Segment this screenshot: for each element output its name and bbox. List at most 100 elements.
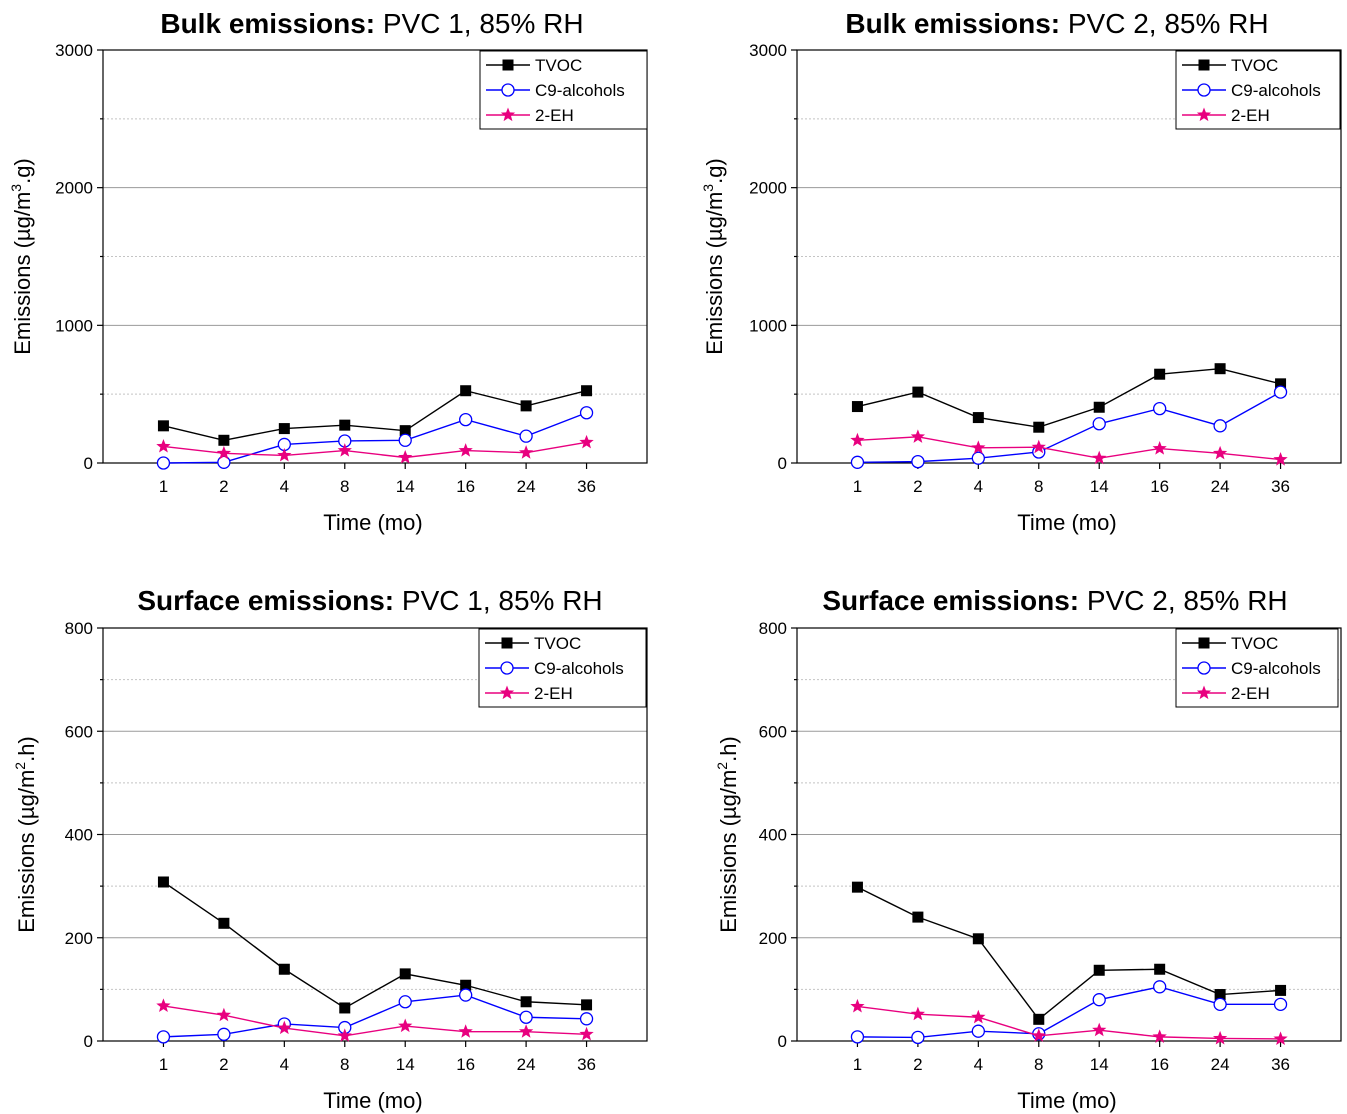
legend-label: 2-EH (1231, 106, 1270, 125)
data-point (911, 1030, 925, 1045)
data-point (971, 1024, 985, 1038)
legend-label: TVOC (534, 634, 581, 653)
x-tick-label: 2 (913, 1055, 922, 1074)
series-tvoc (851, 363, 1287, 433)
legend-marker (501, 83, 515, 97)
x-tick-label: 4 (974, 477, 983, 496)
data-point (971, 440, 986, 454)
series-line (163, 389, 587, 442)
x-axis-label: Time (mo) (323, 1088, 422, 1113)
data-point (850, 455, 865, 469)
data-point (1214, 989, 1226, 1001)
legend-label: C9-alcohols (1231, 81, 1321, 100)
data-point (156, 1030, 171, 1044)
legend-label: 2-EH (1231, 684, 1270, 703)
x-tick-label: 16 (456, 1055, 475, 1074)
series-line (857, 986, 1281, 1039)
x-axis-label: Time (mo) (1017, 510, 1116, 535)
y-tick-label: 600 (759, 722, 787, 741)
data-point (459, 412, 473, 427)
data-point (218, 917, 230, 929)
series-tvoc (157, 876, 593, 1014)
legend-label: 2-EH (534, 684, 573, 703)
data-point (339, 419, 351, 431)
x-tick-label: 36 (1271, 1055, 1290, 1074)
data-point (911, 454, 925, 469)
data-point (581, 999, 593, 1011)
data-point (458, 443, 473, 457)
x-tick-label: 2 (219, 477, 228, 496)
series-line (857, 436, 1281, 461)
legend-marker (499, 685, 515, 700)
series-c9-alcohols (850, 980, 1288, 1045)
data-point (398, 433, 412, 447)
data-point (1275, 378, 1287, 390)
y-tick-label: 3000 (749, 41, 787, 60)
series-2-eh (850, 429, 1288, 466)
legend-marker (502, 59, 514, 71)
x-tick-label: 36 (1271, 477, 1290, 496)
legend-marker (1198, 59, 1210, 71)
chart-title: Surface emissions: PVC 1, 85% RH (137, 585, 602, 616)
data-point (157, 420, 169, 432)
x-tick-label: 24 (1211, 477, 1230, 496)
data-point (339, 1002, 351, 1014)
data-point (520, 400, 532, 412)
y-tick-label: 800 (759, 619, 787, 638)
x-axis-label: Time (mo) (1017, 1088, 1116, 1113)
data-point (1152, 1029, 1167, 1043)
series-line (163, 441, 587, 459)
y-tick-label: 200 (65, 929, 93, 948)
x-tick-label: 1 (853, 477, 862, 496)
data-point (337, 1028, 352, 1042)
series-tvoc (851, 881, 1287, 1025)
data-point (398, 1018, 413, 1033)
data-point (579, 1026, 594, 1041)
y-tick-label: 2000 (55, 179, 93, 198)
data-point (851, 881, 863, 893)
data-point (216, 445, 232, 460)
x-tick-label: 14 (1090, 1055, 1109, 1074)
legend-label: TVOC (1231, 634, 1278, 653)
x-tick-label: 1 (853, 1055, 862, 1074)
data-point (972, 933, 984, 945)
data-point (850, 998, 865, 1013)
data-point (1033, 421, 1045, 433)
data-point (579, 406, 594, 420)
data-point (1153, 980, 1167, 994)
legend-marker (501, 637, 513, 649)
legend-label: C9-alcohols (534, 659, 624, 678)
data-point (278, 423, 290, 435)
legend-marker (1197, 83, 1211, 97)
x-tick-label: 2 (913, 477, 922, 496)
data-point (277, 1020, 292, 1035)
x-tick-label: 1 (159, 477, 168, 496)
series-2-eh (156, 434, 594, 464)
y-tick-label: 600 (65, 722, 93, 741)
data-point (277, 447, 292, 462)
series-line (163, 994, 587, 1038)
y-axis-label: Emissions (µg/m3.g) (8, 158, 35, 355)
data-point (156, 998, 171, 1012)
y-axis-label: Emissions (µg/m2.h) (714, 736, 741, 933)
x-tick-label: 4 (280, 1055, 289, 1074)
x-tick-label: 16 (456, 477, 475, 496)
data-point (337, 443, 352, 457)
data-point (1154, 963, 1166, 975)
legend-marker (500, 107, 516, 122)
series-line (163, 1005, 587, 1037)
data-point (579, 1012, 594, 1026)
x-axis-label: Time (mo) (323, 510, 422, 535)
data-point (1273, 1031, 1288, 1045)
y-axis-label: Emissions (µg/m2.h) (12, 736, 39, 933)
x-tick-label: 16 (1150, 477, 1169, 496)
data-point (1092, 1022, 1107, 1037)
legend: TVOC C9-alcohols 2-EH (1175, 50, 1341, 130)
data-point (519, 1010, 533, 1024)
data-point (217, 1027, 231, 1041)
data-point (399, 968, 411, 980)
legend-label: 2-EH (535, 106, 574, 125)
y-tick-label: 400 (65, 826, 93, 845)
y-tick-label: 3000 (55, 41, 93, 60)
series-tvoc (157, 385, 593, 446)
